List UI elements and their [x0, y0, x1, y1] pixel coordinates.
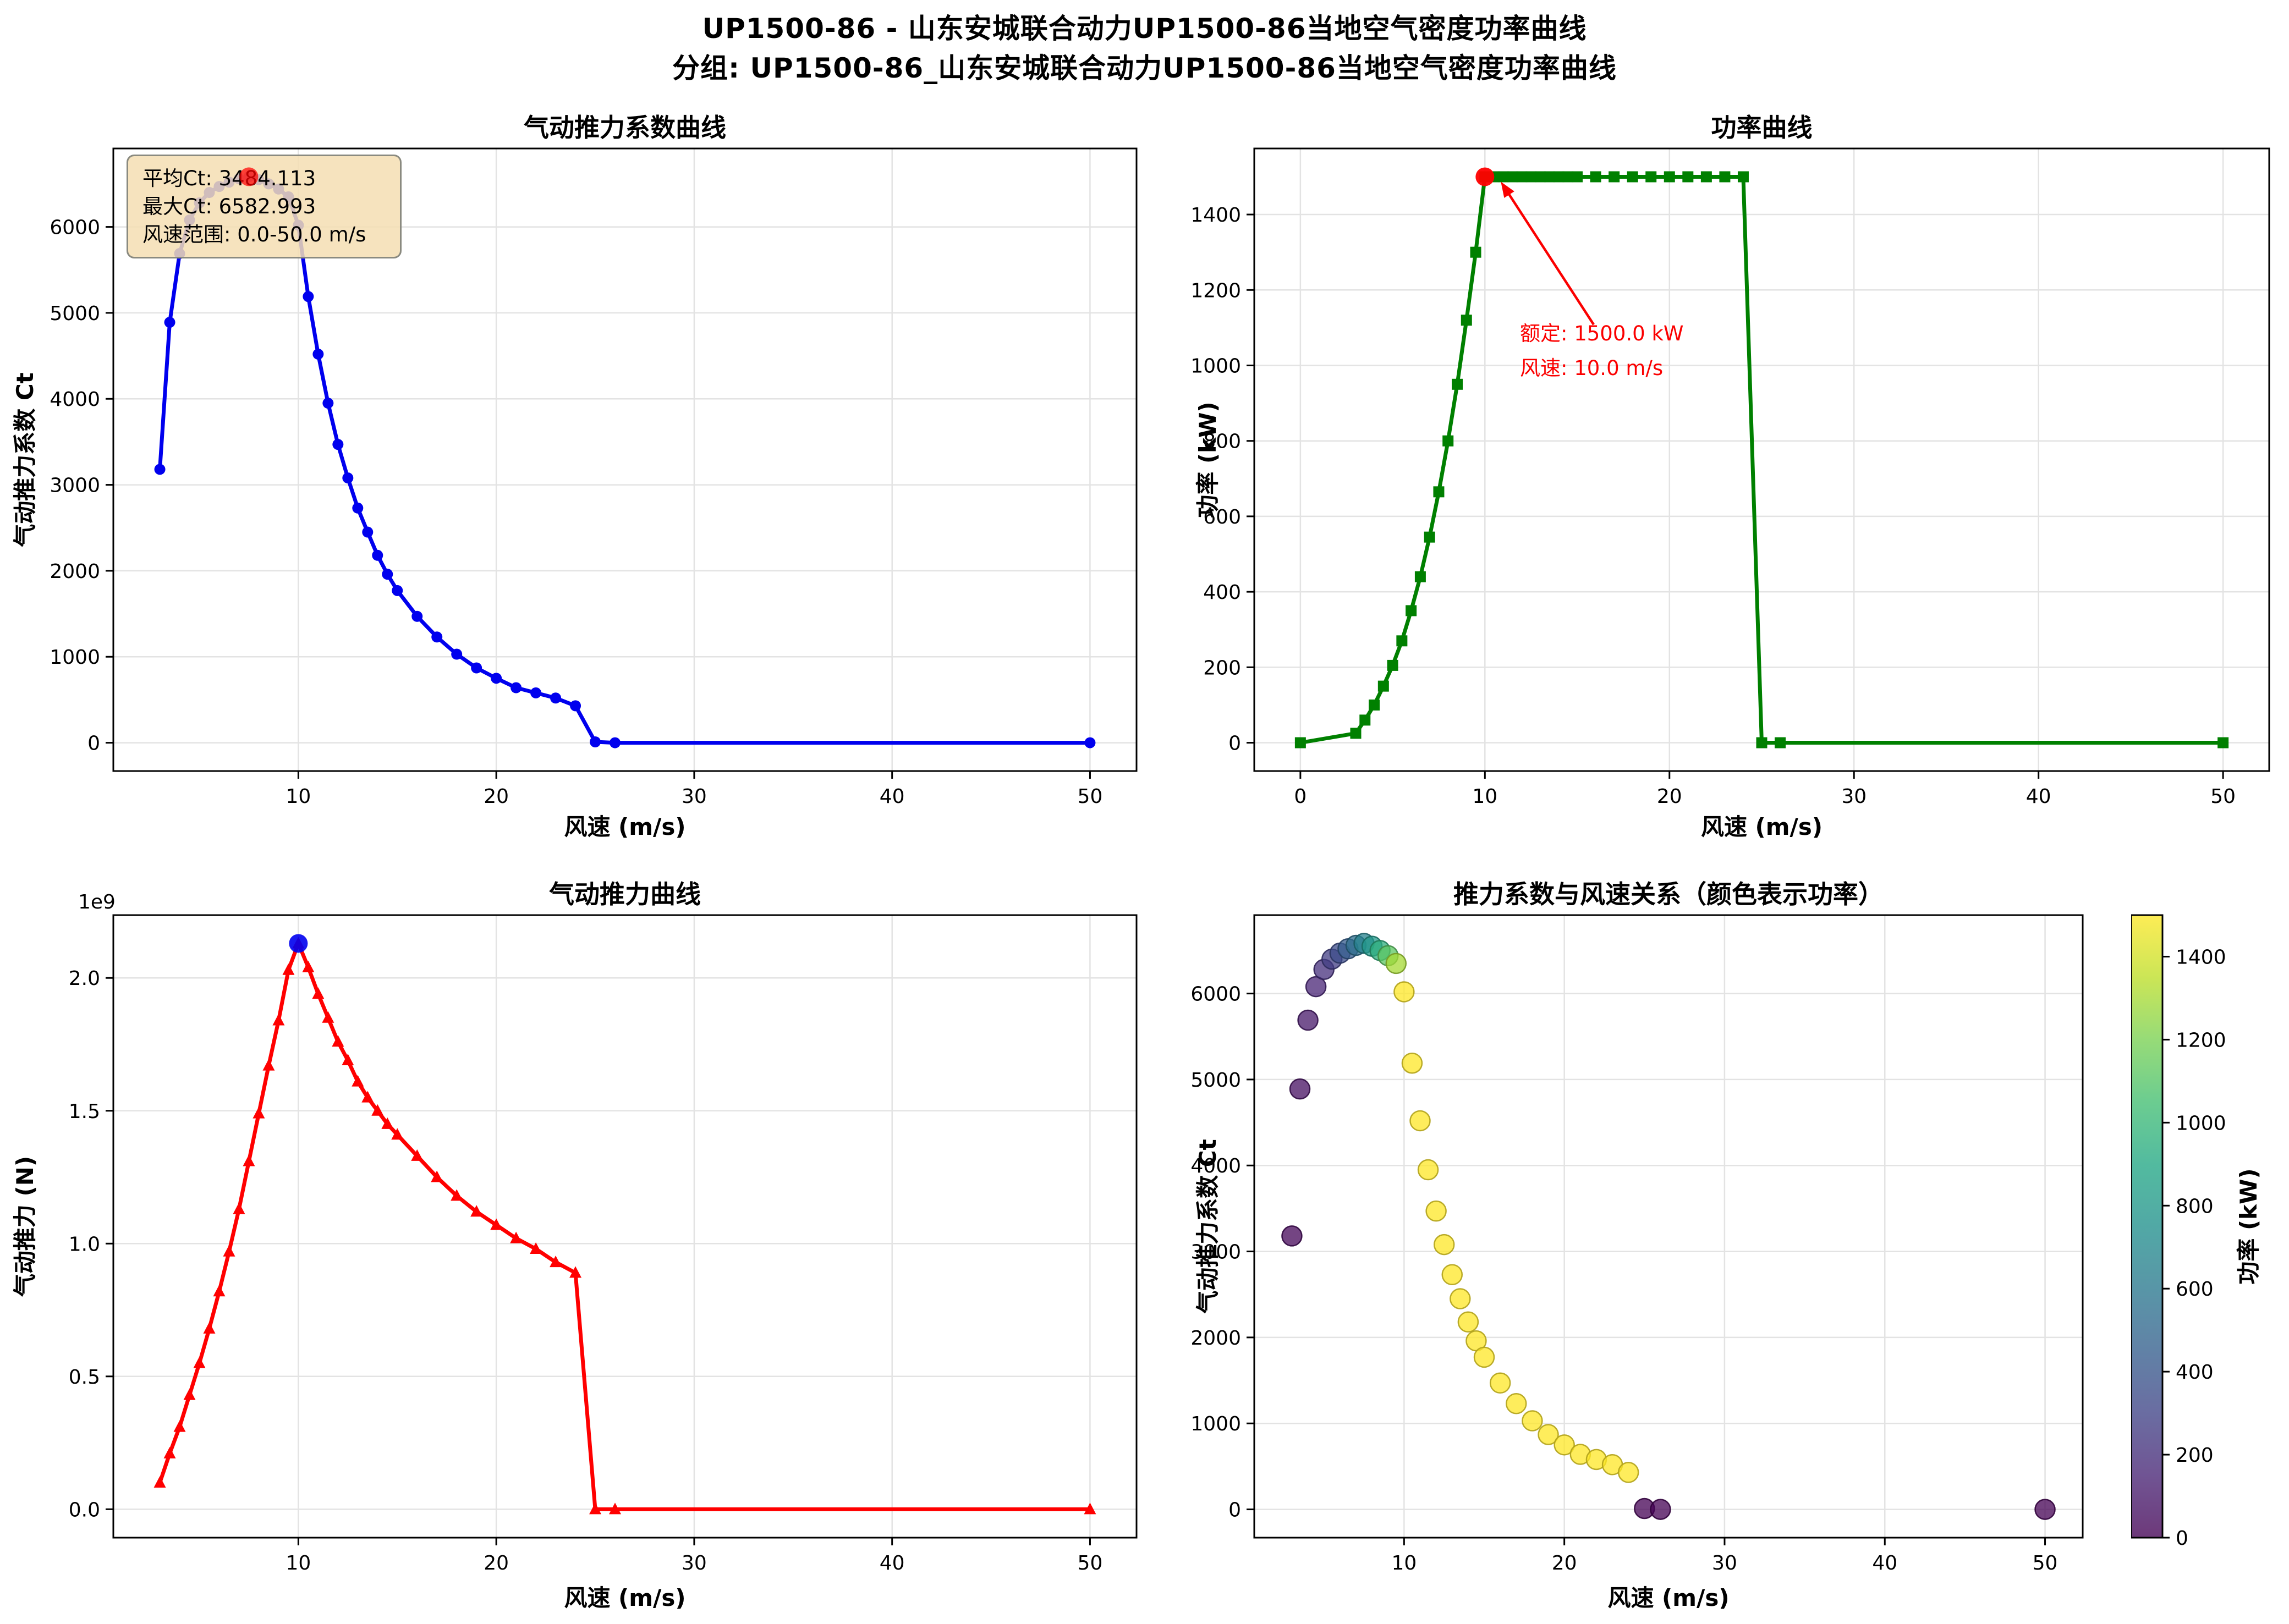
tick-labels: 10 20 30 40 50 0 1000 2000 3000 4000 5000 6000: [50, 217, 1102, 808]
svg-text:20: 20: [1552, 1552, 1577, 1575]
panel-title-thrust-curve: 气动推力曲线: [549, 879, 701, 909]
ct_curve-plot: 10 20 30 40 50 0 1000 2000 3000 4000 5000 6000: [50, 147, 1138, 808]
thrust_curve-series: [153, 937, 1096, 1515]
colorbar-ticks: 0 200 400 600 800 1000 1200 1400: [2162, 946, 2226, 1550]
svg-text:30: 30: [1712, 1552, 1737, 1575]
svg-text:2000: 2000: [1190, 1327, 1241, 1350]
svg-text:200: 200: [1203, 657, 1241, 679]
svg-text:30: 30: [682, 785, 707, 808]
svg-text:0: 0: [87, 733, 100, 755]
svg-text:0: 0: [2176, 1527, 2188, 1550]
svg-text:10: 10: [1391, 1552, 1417, 1575]
colorbar: 0 200 400 600 800 1000 1200 1400: [2131, 914, 2226, 1550]
svg-text:10: 10: [286, 785, 311, 808]
svg-text:1000: 1000: [50, 646, 100, 669]
svg-text:40: 40: [880, 1552, 905, 1575]
tick-labels: 10 20 30 40 50 0.0 0.5 1.0 1.5 2.0: [69, 967, 1103, 1575]
svg-text:5000: 5000: [1190, 1069, 1241, 1092]
svg-text:1000: 1000: [1190, 1413, 1241, 1435]
svg-text:1000: 1000: [2176, 1112, 2226, 1135]
xlabel-ct-curve: 风速 (m/s): [564, 813, 686, 840]
svg-text:800: 800: [2176, 1195, 2214, 1218]
svg-text:1000: 1000: [1190, 355, 1241, 377]
figure-subtitle: 分组: UP1500-86_山东安城联合动力UP1500-86当地空气密度功率曲…: [672, 52, 1617, 84]
svg-text:20: 20: [1657, 785, 1682, 808]
stat-max-ct: 最大Ct: 6582.993: [142, 195, 316, 218]
svg-text:40: 40: [880, 785, 905, 808]
svg-text:1200: 1200: [2176, 1029, 2226, 1052]
svg-text:0: 0: [1228, 1499, 1241, 1522]
svg-text:0.0: 0.0: [69, 1499, 100, 1521]
svg-text:400: 400: [2176, 1361, 2214, 1384]
svg-text:1200: 1200: [1190, 279, 1241, 302]
power_curve-plot: 0 10 20 30 40 50 0 200 400 600 800 1000 1200 1400: [1190, 147, 2270, 808]
svg-text:50: 50: [2033, 1552, 2058, 1575]
panel-title-power-curve: 功率曲线: [1711, 113, 1813, 142]
svg-text:0: 0: [1228, 733, 1241, 755]
xlabel-ct-scatter: 风速 (m/s): [1607, 1584, 1730, 1611]
svg-text:1.0: 1.0: [69, 1233, 100, 1256]
svg-text:1400: 1400: [2176, 946, 2226, 968]
svg-text:50: 50: [1078, 1552, 1103, 1575]
y-axis-offset-text: 1e9: [78, 891, 116, 913]
svg-text:20: 20: [484, 785, 509, 808]
ct-stats-box: 平均Ct: 3484.113 最大Ct: 6582.993 风速范围: 0.0-…: [127, 155, 402, 258]
svg-text:20: 20: [484, 1552, 509, 1575]
ct_scatter-series: [1281, 933, 2056, 1520]
svg-text:3000: 3000: [1190, 1241, 1241, 1264]
svg-text:2.0: 2.0: [69, 967, 100, 990]
svg-text:40: 40: [1872, 1552, 1897, 1575]
svg-text:2000: 2000: [50, 560, 100, 583]
svg-text:5000: 5000: [50, 302, 100, 325]
svg-text:200: 200: [2176, 1444, 2214, 1467]
svg-text:1400: 1400: [1190, 204, 1241, 227]
svg-text:10: 10: [286, 1552, 311, 1575]
stat-mean-ct: 平均Ct: 3484.113: [142, 167, 316, 190]
svg-text:50: 50: [2210, 785, 2236, 808]
power_curve-series: [1294, 171, 2229, 748]
stat-wind-range: 风速范围: 0.0-50.0 m/s: [142, 223, 366, 246]
svg-text:1.5: 1.5: [69, 1100, 100, 1123]
svg-text:4000: 4000: [50, 388, 100, 411]
svg-text:30: 30: [1841, 785, 1867, 808]
thrust_curve-plot: 10 20 30 40 50 0.0 0.5 1.0 1.5 2.0: [69, 914, 1138, 1575]
xlabel-power-curve: 风速 (m/s): [1700, 813, 1823, 840]
annotation-rated-wind: 风速: 10.0 m/s: [1520, 356, 1664, 380]
svg-text:0.5: 0.5: [69, 1366, 100, 1389]
gridlines: [113, 915, 1137, 1538]
svg-text:50: 50: [1078, 785, 1103, 808]
svg-text:600: 600: [1203, 506, 1241, 529]
tick-labels: 10 20 30 40 50 0 1000 2000 3000 4000 5000 6000: [1190, 983, 2057, 1575]
svg-text:0: 0: [1294, 785, 1307, 808]
svg-text:40: 40: [2026, 785, 2051, 808]
figure-title: UP1500-86 - 山东安城联合动力UP1500-86当地空气密度功率曲线: [702, 13, 1587, 45]
svg-text:6000: 6000: [50, 217, 100, 239]
xlabel-thrust-curve: 风速 (m/s): [564, 1584, 686, 1611]
ct_scatter-plot: 10 20 30 40 50 0 1000 2000 3000 4000 5000 6000: [1190, 914, 2084, 1575]
panel-title-ct-curve: 气动推力系数曲线: [524, 113, 726, 142]
svg-text:6000: 6000: [1190, 983, 1241, 1006]
gridlines: [1254, 148, 2269, 771]
rated-power-annotation: 额定: 1500.0 kW 风速: 10.0 m/s: [1520, 316, 1683, 386]
svg-text:400: 400: [1203, 581, 1241, 604]
svg-text:10: 10: [1472, 785, 1497, 808]
svg-text:30: 30: [682, 1552, 707, 1575]
tick-labels: 0 10 20 30 40 50 0 200 400 600 800 1000 1200 1400: [1190, 204, 2236, 808]
gridlines: [1254, 915, 2083, 1538]
panel-title-ct-scatter: 推力系数与风速关系（颜色表示功率）: [1453, 879, 1884, 909]
svg-text:4000: 4000: [1190, 1155, 1241, 1177]
svg-text:3000: 3000: [50, 475, 100, 497]
svg-text:600: 600: [2176, 1278, 2214, 1301]
svg-text:800: 800: [1203, 431, 1241, 453]
annotation-rated-power: 额定: 1500.0 kW: [1520, 322, 1684, 345]
